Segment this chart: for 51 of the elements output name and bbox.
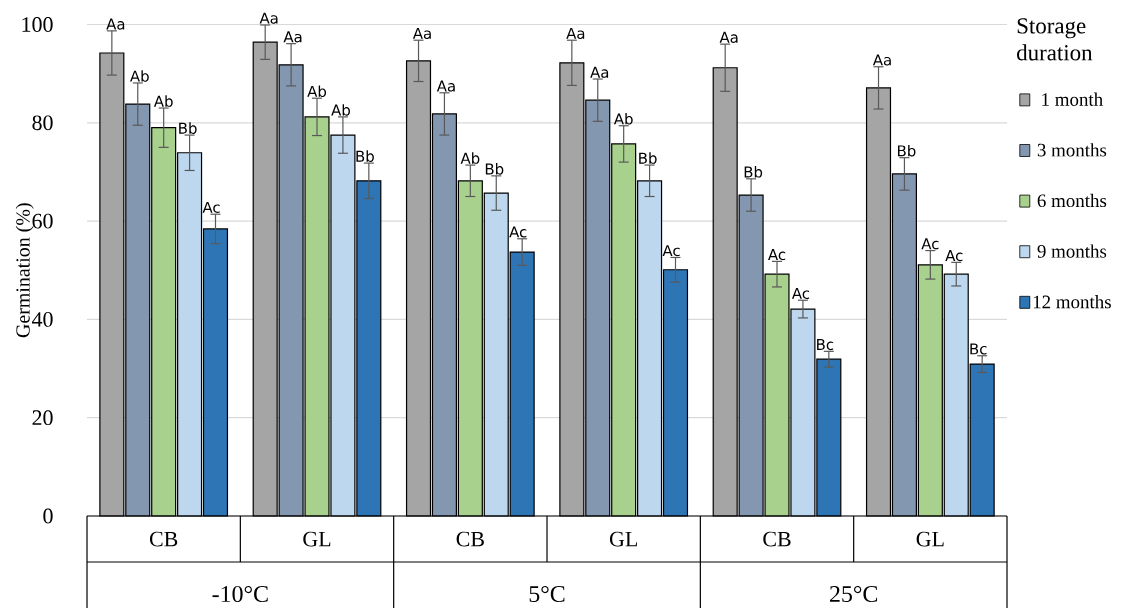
data-label: Aa (436, 80, 455, 92)
legend-label: 6 months (1037, 193, 1107, 208)
data-label: Bb (356, 150, 374, 162)
data-label: Ac (921, 238, 939, 250)
legend-title: Storage duration (1017, 18, 1093, 61)
data-label: Ac (202, 201, 220, 214)
data-label: Ab (153, 95, 173, 107)
text: -10°C (212, 585, 268, 603)
x-tick-label: GL (916, 531, 944, 547)
data-label: Ab (331, 104, 350, 116)
data-label: Ac (768, 249, 786, 261)
data-label: Bc (817, 339, 834, 351)
text: 5°C (529, 585, 565, 603)
data-label: Aa (106, 18, 125, 30)
y-tick-label: 60 (32, 213, 53, 229)
data-label: Ac (791, 287, 810, 300)
x-tick-label: CB (149, 531, 178, 547)
data-label: Ab (460, 152, 480, 164)
legend-label: 12 months (1033, 295, 1111, 309)
data-label: Bb (179, 122, 197, 134)
data-label: Ab (130, 70, 149, 82)
data-label: Aa (259, 12, 278, 24)
legend-label: 1 month (1042, 92, 1103, 106)
y-tick-label: 40 (31, 311, 53, 327)
x-tick-label: GL (609, 531, 637, 547)
data-label: Aa (872, 54, 891, 66)
data-label: Ac (945, 250, 963, 262)
data-label: Bb (485, 163, 504, 175)
data-label: Ab (307, 85, 327, 98)
data-label: Aa (283, 31, 302, 43)
data-label: Ab (613, 112, 633, 125)
legend-label: 9 months (1037, 244, 1107, 258)
x-tick-label: CB (456, 531, 484, 547)
x-tick-label: GL (303, 531, 331, 547)
y-tick-label: 20 (32, 410, 53, 426)
x-tick-label: CB (763, 531, 791, 547)
data-label: Bb (744, 166, 763, 178)
data-label: Bc (970, 343, 987, 355)
legend-label: 3 months (1037, 143, 1107, 157)
data-label: Ac (509, 226, 527, 238)
data-label: Aa (590, 66, 609, 78)
data-label: Aa (719, 31, 738, 43)
data-label: Bb (898, 144, 916, 157)
y-tick-label: 0 (43, 508, 53, 524)
y-tick-label: 80 (32, 115, 53, 131)
text: 25°C (830, 585, 878, 603)
data-label: Aa (566, 27, 585, 40)
data-label: Bb (639, 152, 657, 164)
data-label: Ac (662, 245, 680, 257)
y-tick-label: 100 (22, 17, 53, 32)
data-label: Aa (412, 27, 431, 40)
